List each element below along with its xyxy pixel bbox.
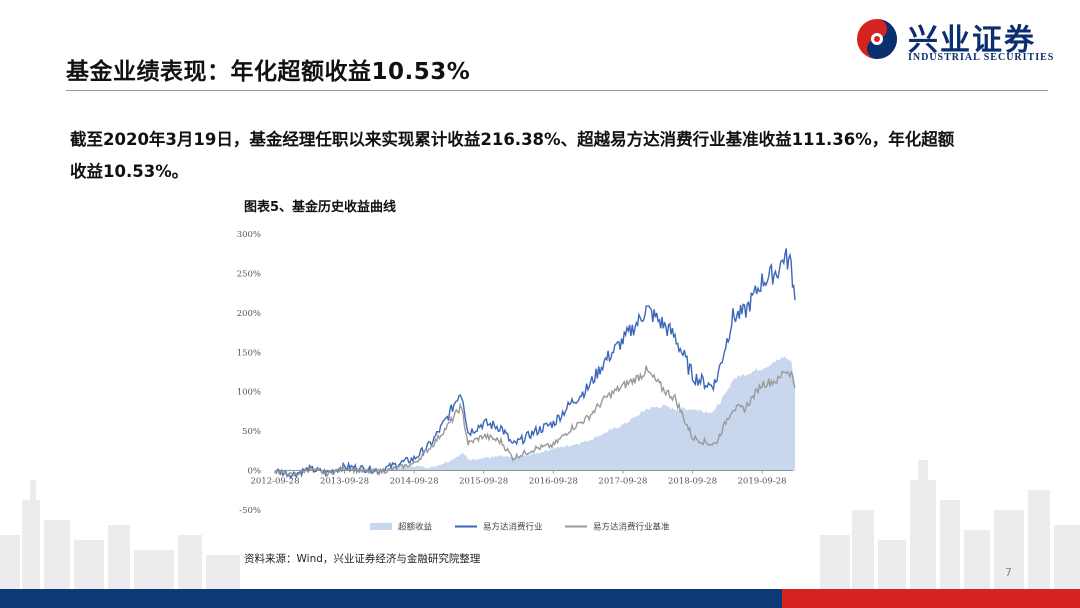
brand-mark-icon [857,19,897,59]
series-excess-area [275,355,795,472]
y-tick-label: 50% [242,427,261,437]
summary-text: 截至2020年3月19日，基金经理任职以来实现累计收益216.38%、超越易方达… [70,130,955,181]
fund-return-chart: 300% 250% 200% 150% 100% 50% 0% -50% 2012-09-28… [237,230,796,533]
page-title: 基金业绩表现：年化超额收益10.53% [66,59,471,85]
title-divider [66,90,1048,91]
y-tick-label: 250% [237,269,261,279]
y-axis: 300% 250% 200% 150% 100% 50% 0% -50% [237,230,261,516]
x-tick-label: 2016-09-28 [529,477,578,487]
source-note: 资料来源：Wind，兴业证券经济与金融研究院整理 [244,553,481,565]
brand-name-cn: 兴业证券 [908,23,1036,58]
x-tick-label: 2012-09-28 [250,477,299,487]
x-axis: 2012-09-28 2013-09-28 2014-09-28 2015-09-28… [250,470,787,487]
y-tick-label: 300% [237,230,261,240]
footer-bar-red [782,589,1080,608]
y-tick-label: 100% [237,388,261,398]
x-tick-label: 2013-09-28 [320,477,369,487]
x-tick-label: 2017-09-28 [598,477,647,487]
city-skyline-decoration [0,460,1080,590]
legend-label: 易方达消费行业 [483,522,543,533]
y-tick-label: -50% [239,506,261,516]
footer-bar [0,589,1080,608]
chart-title: 图表5、基金历史收益曲线 [244,200,397,215]
page-number: 7 [1005,566,1012,579]
x-tick-label: 2015-09-28 [459,477,508,487]
legend-label: 易方达消费行业基准 [593,522,670,533]
legend-label: 超额收益 [398,522,433,533]
y-tick-label: 0% [248,467,262,477]
y-tick-label: 200% [237,309,261,319]
chart-legend: 超额收益 易方达消费行业 易方达消费行业基准 [370,522,670,533]
brand-logo: 兴业证券 INDUSTRIAL SECURITIES [852,12,1067,70]
brand-name-en: INDUSTRIAL SECURITIES [908,52,1055,63]
series-fund-line [274,248,796,480]
plot-area [274,248,796,480]
footer-bar-blue [0,589,782,608]
x-tick-label: 2014-09-28 [390,477,439,487]
legend-swatch-excess [370,523,392,530]
x-tick-label: 2019-09-28 [738,477,787,487]
y-tick-label: 150% [237,348,261,358]
x-tick-label: 2018-09-28 [668,477,717,487]
